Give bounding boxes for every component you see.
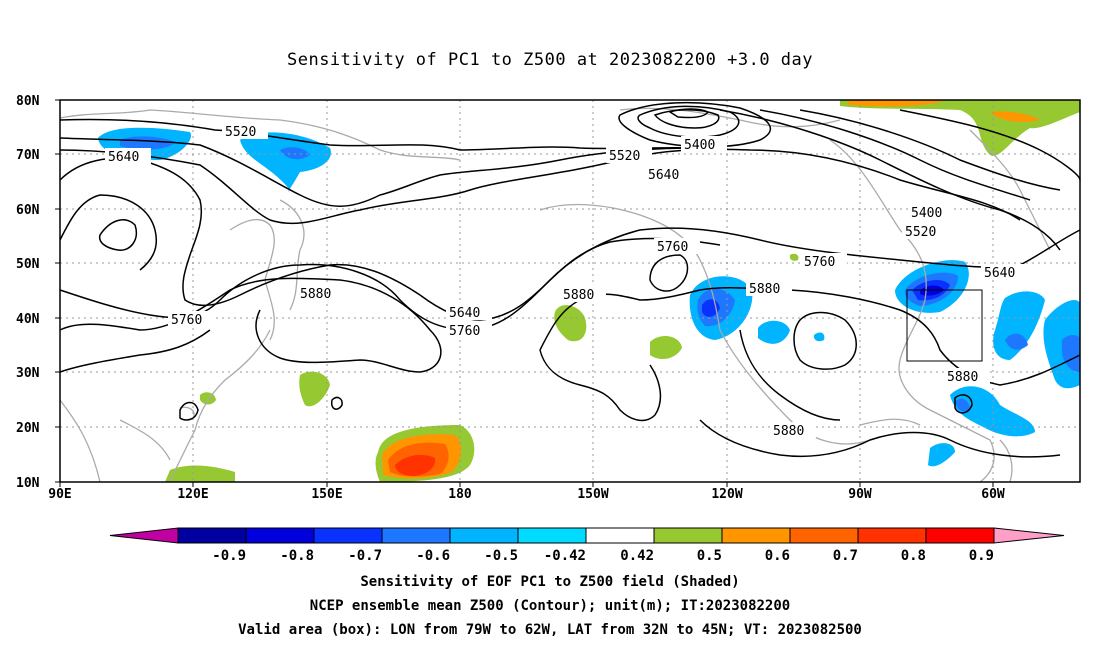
contour-label-5760: 5760	[449, 324, 480, 339]
contour-label-5400: 5400	[684, 138, 715, 153]
contour-label-5880: 5880	[947, 370, 978, 385]
lat-label: 30N	[16, 366, 40, 381]
colorbar-swatch	[449, 527, 519, 544]
colorbar-label: -0.8	[280, 548, 314, 564]
caption-line-1: Sensitivity of EOF PC1 to Z500 field (Sh…	[360, 574, 740, 590]
contour-label-5880: 5880	[773, 424, 804, 439]
colorbar-swatch	[381, 527, 451, 544]
lat-label: 80N	[16, 94, 40, 109]
colorbar-label: -0.5	[484, 548, 518, 564]
colorbar-swatch	[721, 527, 791, 544]
contour-label-5880: 5880	[749, 282, 780, 297]
contour-label-5640: 5640	[984, 266, 1015, 281]
colorbar-label: 0.7	[833, 548, 858, 564]
map-frame	[59, 99, 1081, 483]
colorbar-swatch	[585, 527, 655, 544]
colorbar-label: 0.8	[901, 548, 926, 564]
colorbar-label: 0.9	[969, 548, 994, 564]
axis-ticks	[55, 99, 994, 487]
lat-labels: 80N 70N 60N 50N 40N 30N 20N 10N	[16, 94, 40, 491]
contour-label-5520: 5520	[609, 149, 640, 164]
lat-label: 50N	[16, 257, 40, 272]
colorbar-swatch	[789, 527, 859, 544]
lat-label: 40N	[16, 312, 40, 327]
lat-label: 70N	[16, 148, 40, 163]
colorbar-label: -0.6	[416, 548, 450, 564]
contour-label-5640: 5640	[648, 168, 679, 183]
colorbar-swatch	[857, 527, 927, 544]
colorbar: -0.9 -0.8 -0.7 -0.6 -0.5 -0.42 0.42 0.5 0.6 0.7 0.…	[109, 527, 1065, 564]
colorbar-low-triangle	[109, 527, 179, 544]
contour-label-5880: 5880	[563, 288, 594, 303]
valid-area-box	[906, 289, 983, 362]
lat-label: 60N	[16, 203, 40, 218]
colorbar-label: 0.42	[620, 548, 654, 564]
colorbar-label: 0.5	[697, 548, 722, 564]
colorbar-label: -0.7	[348, 548, 382, 564]
shading-layer	[98, 100, 1080, 482]
caption-line-2: NCEP ensemble mean Z500 (Contour); unit(…	[309, 598, 791, 614]
contour-label-5520: 5520	[905, 225, 936, 240]
lon-label: 180	[448, 487, 472, 502]
lon-label: 120W	[711, 487, 742, 502]
coastlines	[59, 107, 1051, 483]
page-title: Sensitivity of PC1 to Z500 at 2023082200…	[286, 50, 813, 70]
lon-label: 150E	[311, 487, 342, 502]
contour-label-5400: 5400	[911, 206, 942, 221]
caption-line-3: Valid area (box): LON from 79W to 62W, L…	[238, 622, 862, 638]
colorbar-swatch	[245, 527, 315, 544]
colorbar-swatch	[313, 527, 383, 544]
lat-label: 10N	[16, 476, 40, 491]
lon-label: 90E	[48, 487, 71, 502]
lon-label: 90W	[848, 487, 872, 502]
contour-label-5880: 5880	[300, 287, 331, 302]
lat-label: 20N	[16, 421, 40, 436]
colorbar-label: 0.6	[765, 548, 790, 564]
lon-labels: 90E 120E 150E 180 150W 120W 90W 60W	[48, 487, 1005, 502]
colorbar-swatch	[925, 527, 995, 544]
contour-label-5760: 5760	[657, 240, 688, 255]
colorbar-label: -0.9	[212, 548, 246, 564]
colorbar-swatch	[177, 527, 247, 544]
lon-label: 120E	[177, 487, 208, 502]
colorbar-swatch	[653, 527, 723, 544]
colorbar-swatch	[517, 527, 587, 544]
contour-label-5640: 5640	[449, 306, 480, 321]
contour-label-5760: 5760	[171, 313, 202, 328]
contour-label-5520: 5520	[225, 125, 256, 140]
lon-label: 60W	[981, 487, 1005, 502]
contour-label-5640: 5640	[108, 150, 139, 165]
colorbar-high-triangle	[993, 527, 1065, 544]
contour-labels: 5520 5640 5520 5400 5640 5400 5520 5760 …	[105, 123, 1027, 439]
contour-label-5760: 5760	[804, 255, 835, 270]
lon-label: 150W	[577, 487, 608, 502]
colorbar-label: -0.42	[544, 548, 586, 564]
